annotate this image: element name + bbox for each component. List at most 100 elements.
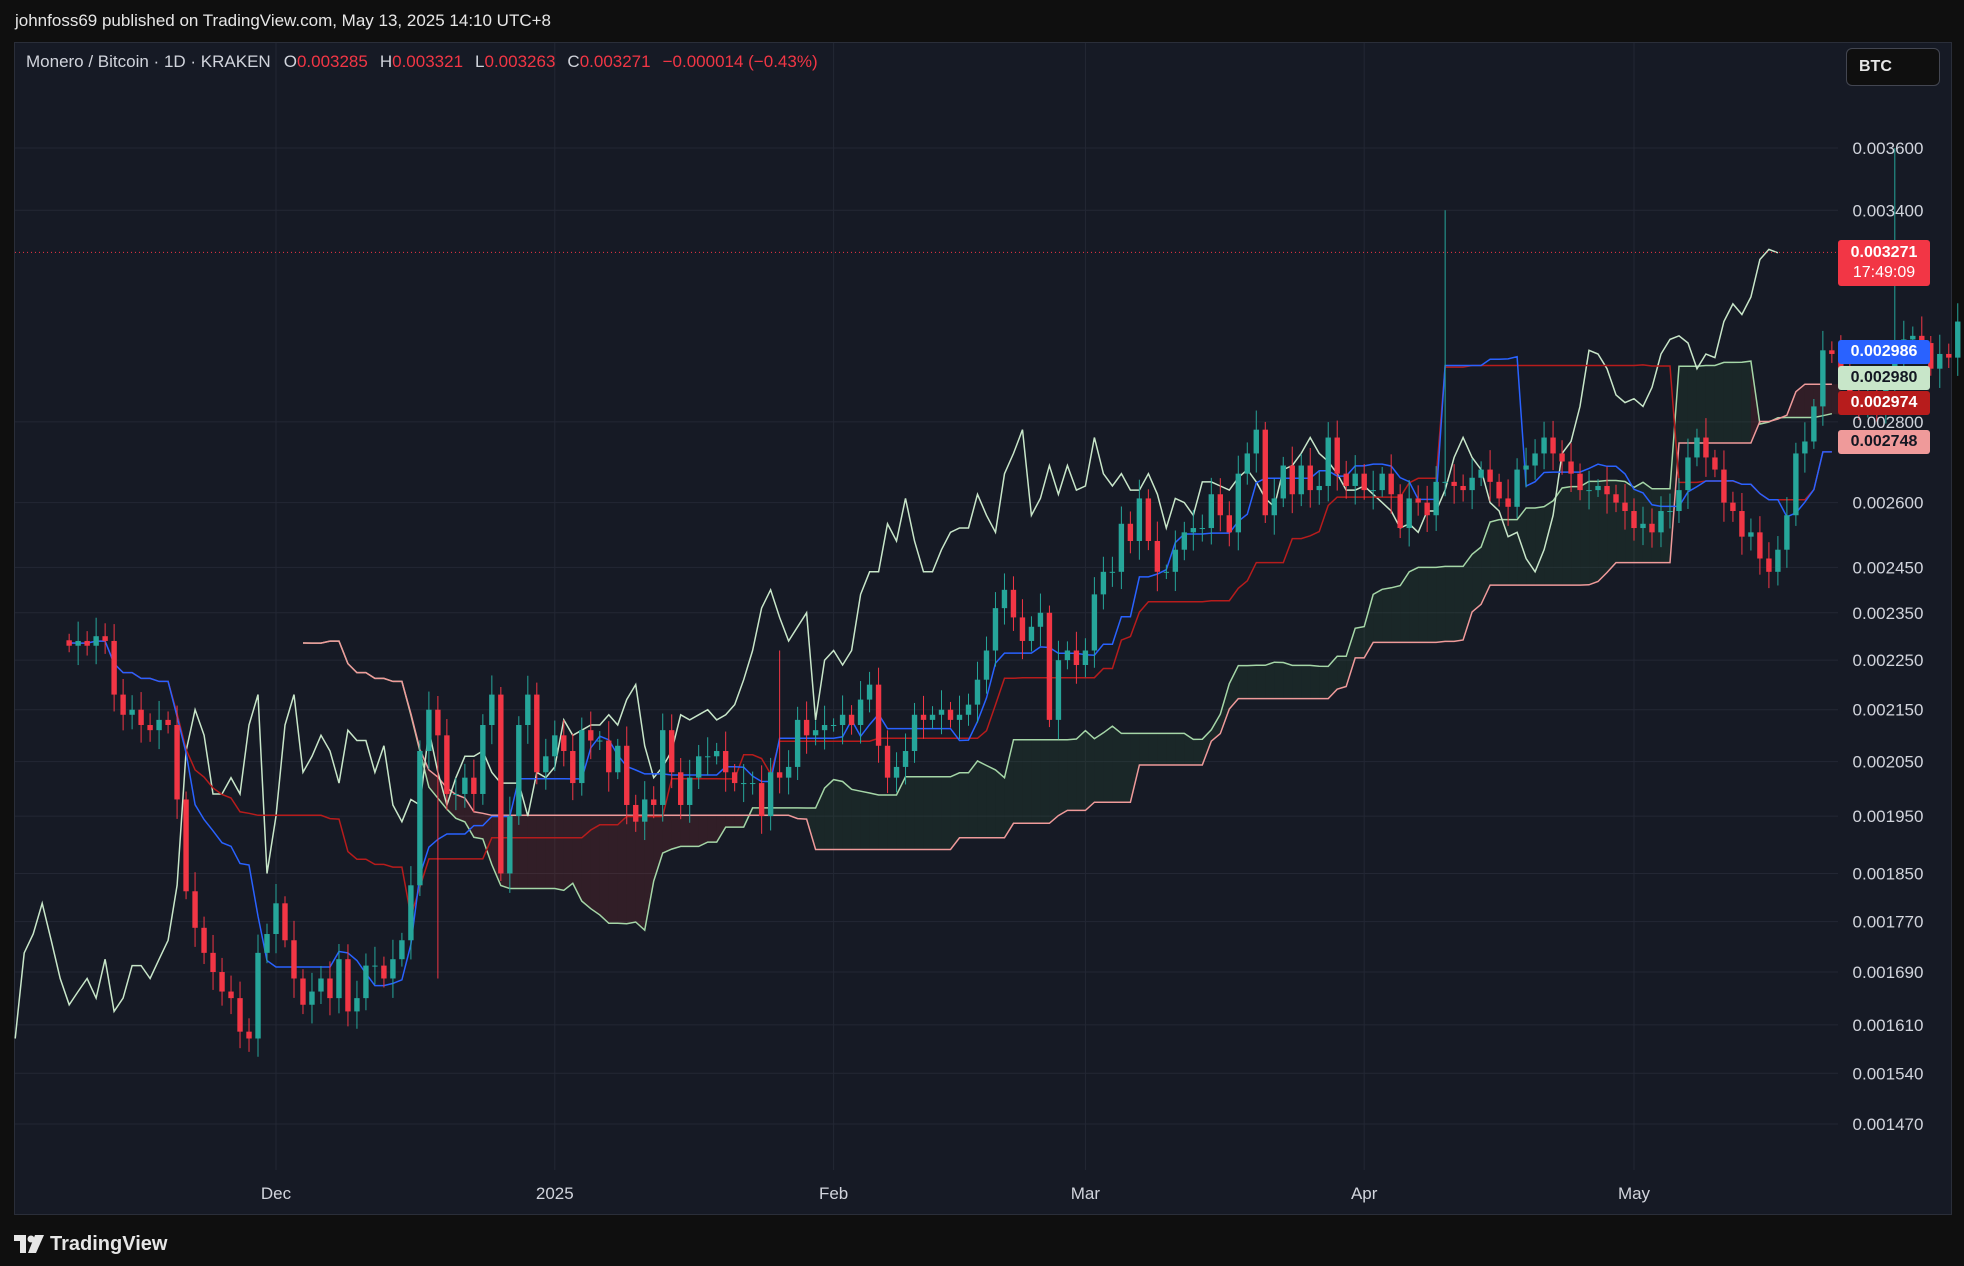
candle-body (920, 714, 927, 720)
cloud-segment (1319, 666, 1329, 699)
candle-body (1388, 473, 1394, 495)
cloud-segment (1795, 384, 1805, 418)
candle-body (597, 740, 603, 742)
candle-body (615, 745, 621, 773)
candle-body (1100, 571, 1107, 595)
candle (983, 636, 990, 694)
cloud-segment (599, 815, 609, 924)
price-axis: 0.003600 0.003400 0.002800 0.002600 0.002450… (1853, 139, 1924, 1134)
candle (1784, 497, 1790, 568)
candle-body (1811, 406, 1817, 442)
candle-body (543, 756, 549, 773)
y-tick-label-6: 0.002250 (1853, 651, 1924, 670)
candle (534, 682, 540, 785)
currency-button[interactable]: BTC (1846, 48, 1940, 86)
candle (812, 720, 819, 746)
candle-body (633, 804, 639, 822)
high-label: H (379, 52, 393, 71)
candle (803, 701, 810, 754)
chart-area[interactable] (14, 42, 1952, 1215)
cloud-segment (1625, 481, 1634, 563)
candle (309, 972, 315, 1024)
candle-body (1730, 502, 1736, 512)
candle (1127, 511, 1134, 554)
cloud-segment (1373, 589, 1383, 643)
candle (1271, 478, 1277, 535)
cloud-segment (1391, 585, 1401, 643)
publish-bar: johnfoss69 published on TradingView.com,… (0, 0, 1964, 42)
candle (66, 633, 72, 653)
candle-body (1190, 528, 1197, 533)
candle-body (201, 927, 207, 953)
candle-body (642, 799, 648, 822)
candle-body (75, 640, 81, 646)
open-label: O (283, 52, 297, 71)
candle-body (1469, 477, 1475, 491)
y-tick-label-15: 0.001470 (1853, 1115, 1924, 1134)
footer: TradingView (0, 1222, 1964, 1266)
candle-body (66, 640, 72, 646)
candle-body (1289, 465, 1295, 495)
candle (651, 786, 657, 819)
open-value: 0.003285 (296, 52, 368, 71)
cloud-segment (1741, 361, 1751, 443)
candle (965, 693, 972, 726)
candle (237, 981, 243, 1049)
cloud-segment (1265, 662, 1275, 699)
candle-body (929, 714, 936, 720)
cloud-segment (1121, 733, 1131, 803)
candle (228, 975, 234, 1015)
y-tick-label-9: 0.001950 (1853, 807, 1924, 826)
cloud-segment (482, 813, 492, 865)
candle (1118, 506, 1125, 590)
candle (1712, 449, 1718, 478)
y-tick-label-3: 0.002600 (1853, 494, 1924, 513)
cloud-segment (671, 815, 681, 850)
tradingview-logo[interactable]: TradingView (14, 1233, 167, 1256)
cloud-segment (1508, 519, 1518, 586)
candle (1649, 508, 1655, 548)
candle (1325, 422, 1331, 502)
candle-body (803, 719, 810, 736)
candle-body (291, 940, 297, 979)
symbol-title[interactable]: Monero / Bitcoin · 1D · KRAKEN (26, 52, 271, 71)
candle (722, 731, 729, 792)
cloud-segment (950, 772, 960, 850)
cloud-segment (1634, 482, 1643, 563)
candle-body (507, 816, 513, 874)
candle-body (1559, 453, 1565, 462)
candle (1100, 556, 1107, 610)
candle-body (1604, 485, 1610, 495)
cloud-segment (1310, 665, 1320, 699)
cloud-segment (851, 789, 861, 850)
candle-body (1226, 515, 1232, 533)
cloud-segment (644, 815, 654, 931)
cloud-segment (1103, 726, 1113, 803)
cloud-segment (860, 791, 870, 850)
candle-body (228, 991, 234, 999)
candle (246, 1018, 252, 1052)
candle (1163, 564, 1170, 580)
cloud-segment (1427, 567, 1437, 643)
cloud-segment (1175, 733, 1185, 765)
candle (938, 690, 945, 735)
candle (857, 681, 864, 744)
candle (1154, 521, 1161, 592)
cloud-segment (1732, 362, 1742, 443)
cloud-segment (914, 776, 924, 850)
candle-body (273, 903, 279, 935)
cloud-segment (797, 807, 807, 820)
candle-body (731, 772, 738, 784)
candle-body (426, 709, 432, 752)
cloud-segment (995, 769, 1005, 838)
candle-body (1721, 469, 1727, 503)
y-tick-label-13: 0.001610 (1853, 1016, 1924, 1035)
candle-body (1694, 437, 1700, 458)
candle (695, 744, 702, 789)
cloud-segment (653, 815, 663, 882)
candle-body (1019, 617, 1026, 641)
candle (1307, 447, 1313, 508)
cloud-segment (1247, 665, 1257, 699)
candle-body (1631, 511, 1637, 529)
